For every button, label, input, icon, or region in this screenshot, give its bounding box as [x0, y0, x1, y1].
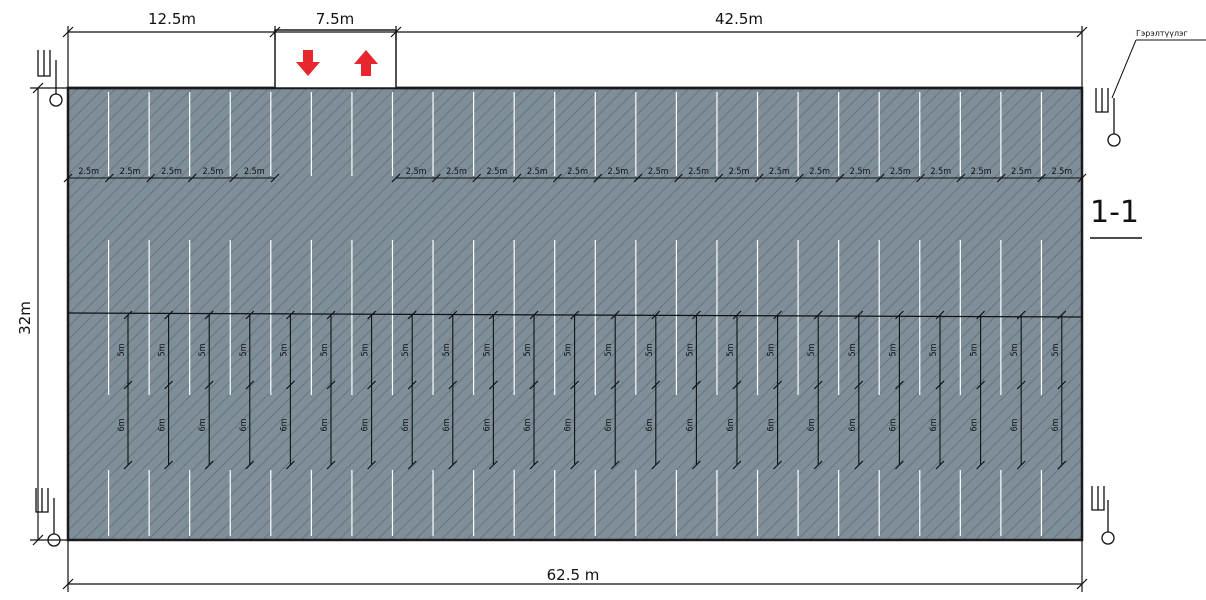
stall-length-label: 6m: [482, 418, 492, 431]
stall-length-label: 6m: [645, 418, 655, 431]
stall-length-label: 5m: [767, 343, 777, 356]
stall-length-label: 6m: [523, 418, 533, 431]
bottom-dimension-line: [62, 540, 1088, 592]
stall-length-label: 5m: [482, 343, 492, 356]
light-pole-icon: [1095, 88, 1121, 147]
stall-length-dimensions: 5m 6m 5m 6m 5m 6m 5m 6m 5m 6m 5m 6m 5m 6m 5m 6m 5m 6m 5m 6m…: [67, 310, 1083, 470]
stall-length-label: 5m: [239, 343, 249, 356]
stall-length-label: 6m: [198, 418, 208, 431]
stall-length-label: 6m: [1010, 418, 1020, 431]
stall-length-label: 6m: [158, 418, 168, 431]
dim-entrance-width: 7.5m: [316, 10, 354, 28]
stall-length-label: 6m: [604, 418, 614, 431]
stall-length-label: 6m: [970, 418, 980, 431]
parking-stall-lines: [107, 92, 1043, 536]
stall-length-label: 5m: [1010, 343, 1020, 356]
stall-width-label: 2.5m: [1051, 167, 1072, 177]
stall-length-label: 5m: [442, 343, 452, 356]
dim-overall-height: 32m: [16, 301, 34, 335]
stall-length-label: 5m: [848, 343, 858, 356]
stall-length-label: 6m: [888, 418, 898, 431]
stall-width-label: 2.5m: [446, 167, 467, 177]
stall-width-label: 2.5m: [203, 167, 224, 177]
stall-length-label: 6m: [929, 418, 939, 431]
stall-width-label: 2.5m: [769, 167, 790, 177]
stall-length-label: 6m: [239, 418, 249, 431]
stall-length-label: 6m: [361, 418, 371, 431]
stall-length-label: 5m: [1051, 343, 1061, 356]
stall-length-label: 5m: [279, 343, 289, 356]
stall-width-label: 2.5m: [406, 167, 427, 177]
stall-width-label: 2.5m: [930, 167, 951, 177]
stall-length-label: 5m: [198, 343, 208, 356]
stall-length-label: 6m: [767, 418, 777, 431]
stall-width-label: 2.5m: [648, 167, 669, 177]
stall-length-label: 6m: [401, 418, 411, 431]
stall-length-label: 6m: [320, 418, 330, 431]
stall-length-label: 6m: [726, 418, 736, 431]
top-dimension-line: [62, 26, 1088, 88]
stall-length-label: 5m: [726, 343, 736, 356]
dim-left-segment: 12.5m: [148, 10, 196, 28]
entry-arrow-icon: [296, 50, 320, 76]
lighting-callout: [1111, 39, 1206, 99]
left-dimension-line: [30, 82, 68, 546]
stall-length-label: 6m: [442, 418, 452, 431]
dim-overall-width: 62.5 m: [547, 566, 600, 584]
stall-width-label: 2.5m: [567, 167, 588, 177]
stall-width-label: 2.5m: [486, 167, 507, 177]
stall-length-label: 6m: [848, 418, 858, 431]
stall-length-label: 5m: [401, 343, 411, 356]
stall-length-label: 6m: [1051, 418, 1061, 431]
stall-width-label: 2.5m: [688, 167, 709, 177]
stall-length-label: 5m: [929, 343, 939, 356]
stall-length-label: 5m: [807, 343, 817, 356]
stall-width-label: 2.5m: [729, 167, 750, 177]
stall-width-label: 2.5m: [971, 167, 992, 177]
dim-right-segment: 42.5m: [715, 10, 763, 28]
stall-length-label: 6m: [685, 418, 695, 431]
stall-length-label: 5m: [564, 343, 574, 356]
stall-length-label: 6m: [807, 418, 817, 431]
stall-width-label: 2.5m: [890, 167, 911, 177]
stall-width-label: 2.5m: [244, 167, 265, 177]
stall-width-label: 2.5m: [120, 167, 141, 177]
stall-length-label: 5m: [888, 343, 898, 356]
stall-length-label: 5m: [645, 343, 655, 356]
stall-width-label: 2.5m: [608, 167, 629, 177]
stall-length-label: 5m: [604, 343, 614, 356]
stall-width-label: 2.5m: [1011, 167, 1032, 177]
stall-width-dimensions: 2.5m 2.5m 2.5m 2.5m 2.5m 2.5m 2.5m 2.5m 2.5m 2.5m…: [63, 167, 1087, 183]
stall-length-label: 5m: [117, 343, 127, 356]
stall-length-label: 5m: [523, 343, 533, 356]
stall-width-label: 2.5m: [78, 167, 99, 177]
stall-length-label: 5m: [361, 343, 371, 356]
stall-length-label: 5m: [320, 343, 330, 356]
stall-length-label: 6m: [279, 418, 289, 431]
entrance-opening: [274, 29, 397, 89]
stall-width-label: 2.5m: [161, 167, 182, 177]
light-pole-icon: [37, 50, 63, 107]
stall-length-label: 6m: [117, 418, 127, 431]
stall-width-label: 2.5m: [809, 167, 830, 177]
section-label: 1-1: [1090, 195, 1139, 230]
stall-length-label: 5m: [970, 343, 980, 356]
light-pole-icon: [35, 488, 61, 547]
stall-width-label: 2.5m: [850, 167, 871, 177]
stall-length-label: 5m: [685, 343, 695, 356]
stall-length-label: 6m: [564, 418, 574, 431]
stall-width-label: 2.5m: [527, 167, 548, 177]
light-pole-icon: [1091, 486, 1115, 545]
stall-length-label: 5m: [158, 343, 168, 356]
exit-arrow-icon: [354, 50, 378, 76]
lighting-callout-label: Гэрэлтүүлэг: [1136, 29, 1188, 38]
